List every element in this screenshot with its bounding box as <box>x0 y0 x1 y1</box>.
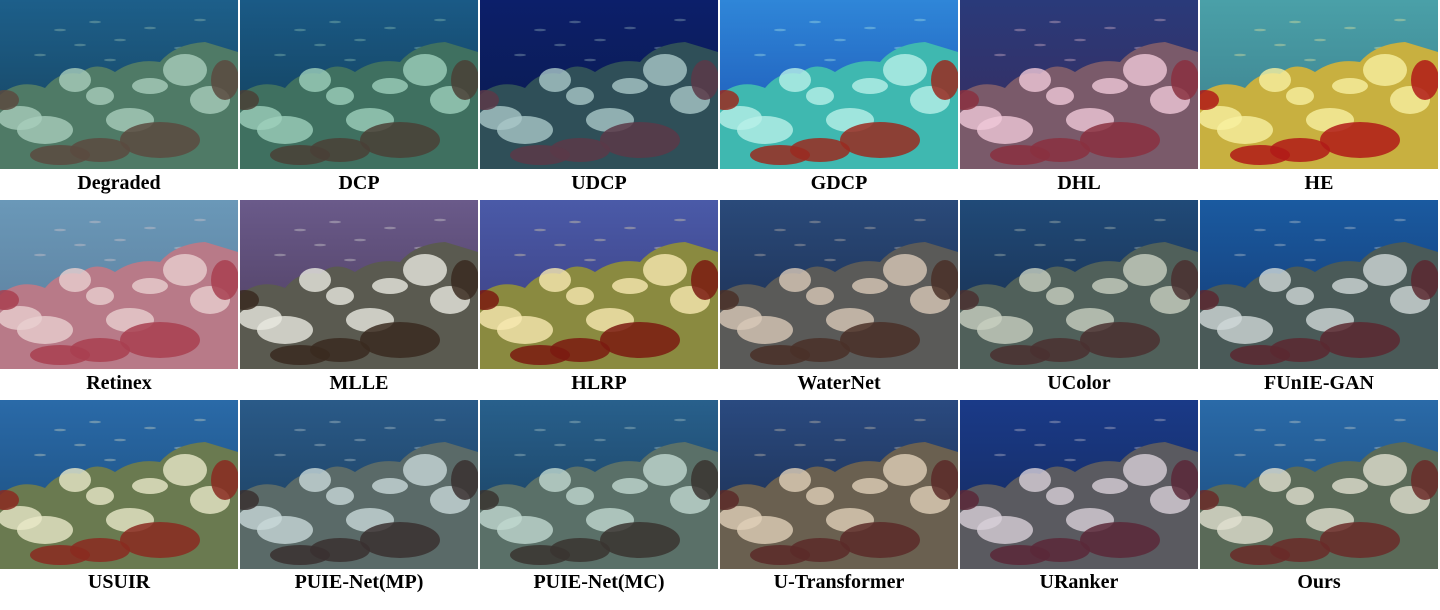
reef-scene <box>0 400 238 569</box>
reef-scene <box>1200 0 1438 169</box>
panel-caption: U-Transformer <box>773 571 905 593</box>
reef-scene <box>240 0 478 169</box>
result-image <box>0 200 238 369</box>
result-image <box>0 400 238 569</box>
panel-caption: UColor <box>1047 372 1111 394</box>
result-image <box>480 400 718 569</box>
result-image <box>720 400 958 569</box>
panel-caption: FUnIE-GAN <box>1263 372 1374 394</box>
panel-caption: DHL <box>1057 172 1101 194</box>
reef-scene <box>0 200 238 369</box>
result-image <box>240 200 478 369</box>
panel-caption: MLLE <box>329 372 389 394</box>
result-image <box>480 0 718 169</box>
reef-scene <box>240 200 478 369</box>
reef-scene <box>480 400 718 569</box>
result-image <box>960 0 1198 169</box>
reef-scene <box>0 0 238 169</box>
reef-scene <box>1200 400 1438 569</box>
reef-scene <box>1200 200 1438 369</box>
panel-caption: HE <box>1304 172 1334 194</box>
reef-scene <box>240 400 478 569</box>
reef-scene <box>480 200 718 369</box>
panel-caption: GDCP <box>810 172 868 194</box>
result-image <box>1200 0 1438 169</box>
panel-caption: HLRP <box>571 372 627 394</box>
panel-caption: WaterNet <box>797 372 881 394</box>
panel-caption: UDCP <box>571 172 627 194</box>
panel-caption: DCP <box>338 172 380 194</box>
panel-caption: URanker <box>1039 571 1119 593</box>
result-image <box>240 0 478 169</box>
reef-scene <box>960 400 1198 569</box>
result-image <box>1200 200 1438 369</box>
panel-caption: USUIR <box>87 571 151 593</box>
reef-scene <box>960 0 1198 169</box>
result-image <box>1200 400 1438 569</box>
reef-scene <box>720 0 958 169</box>
reef-scene <box>480 0 718 169</box>
result-image <box>0 0 238 169</box>
panel-caption: Ours <box>1297 571 1341 593</box>
panel-caption: PUIE-Net(MC) <box>533 571 665 593</box>
reef-scene <box>720 400 958 569</box>
panel-caption: PUIE-Net(MP) <box>294 571 424 593</box>
result-image <box>960 200 1198 369</box>
result-image <box>720 0 958 169</box>
result-image <box>240 400 478 569</box>
panel-caption: Retinex <box>86 372 152 394</box>
result-image <box>480 200 718 369</box>
result-image <box>960 400 1198 569</box>
reef-scene <box>720 200 958 369</box>
result-image <box>720 200 958 369</box>
panel-caption: Degraded <box>77 172 161 194</box>
reef-scene <box>960 200 1198 369</box>
